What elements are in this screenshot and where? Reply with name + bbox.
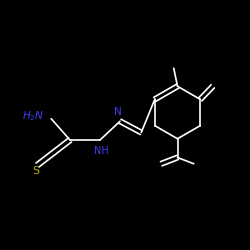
- Text: $H_2N$: $H_2N$: [22, 109, 44, 123]
- Text: N: N: [114, 107, 122, 117]
- Text: NH: NH: [94, 146, 108, 156]
- Text: S: S: [33, 166, 40, 176]
